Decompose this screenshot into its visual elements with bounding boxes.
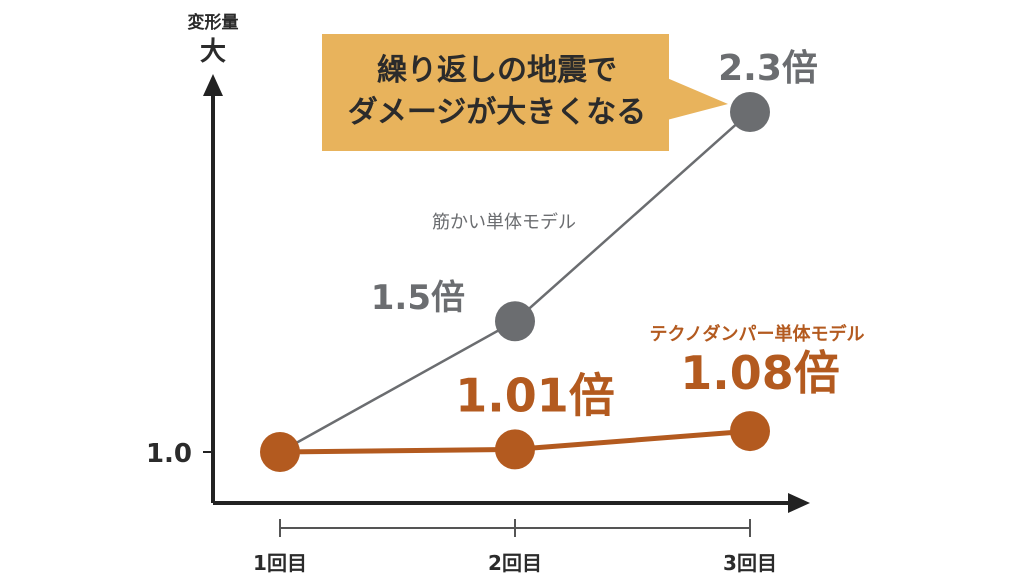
series-1-data-label-3: 2.3倍 (718, 48, 818, 89)
series-label-brace: 筋かい単体モデル (432, 212, 576, 233)
series-2-data-label-2: 1.01倍 (455, 368, 615, 422)
x-axis-arrow (788, 493, 810, 513)
callout-pointer (667, 78, 728, 120)
series-1-point-3 (730, 92, 770, 132)
series-label-damper: テクノダンパー単体モデル (650, 323, 865, 345)
series-2-point-3 (730, 411, 770, 452)
x-tick-label-3: 3回目 (723, 551, 777, 575)
x-tick-label-1: 1回目 (253, 551, 307, 575)
y-tick-label: 1.0 (146, 439, 192, 469)
y-axis-label-sub: 大 (200, 37, 226, 67)
y-axis-label: 変形量 (188, 12, 239, 33)
series-2-data-label-3: 1.08倍 (680, 346, 840, 400)
y-axis-arrow (203, 74, 223, 96)
callout-box (322, 34, 669, 151)
series-2-point-1 (260, 432, 300, 472)
callout-line-1: 繰り返しの地震で (377, 53, 617, 88)
series-2-point-2 (495, 429, 535, 470)
callout-line-2: ダメージが大きくなる (347, 95, 647, 130)
x-tick-label-2: 2回目 (488, 551, 542, 575)
series-1-point-2 (495, 301, 535, 342)
callout-text: 繰り返しの地震で ダメージが大きくなる (332, 50, 662, 134)
series-1-data-label-2: 1.5倍 (371, 278, 465, 318)
